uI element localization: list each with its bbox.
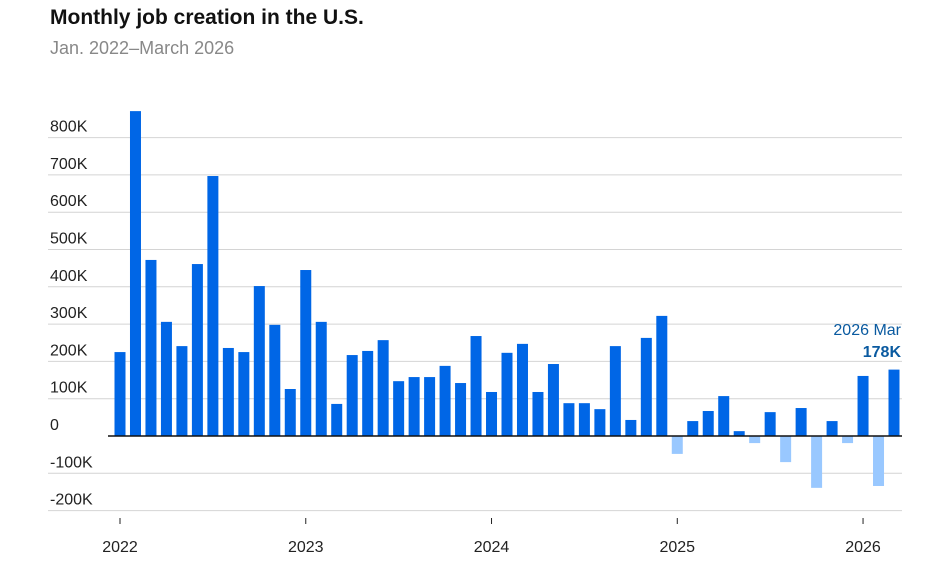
x-tick-label: 2022 — [102, 539, 138, 556]
bar — [331, 403, 343, 436]
x-tick-label: 2025 — [659, 539, 695, 556]
bar — [532, 391, 544, 436]
bar — [625, 419, 637, 436]
bar — [455, 383, 467, 436]
chart-title: Monthly job creation in the U.S. — [50, 6, 364, 29]
bar — [470, 336, 482, 436]
bar — [718, 396, 730, 436]
bar — [594, 409, 606, 436]
bar — [656, 315, 668, 436]
y-tick-label: 500K — [50, 231, 88, 248]
bar — [176, 346, 188, 436]
bar — [114, 352, 126, 436]
bar — [795, 408, 807, 436]
y-tick-label: 700K — [50, 156, 88, 173]
bar — [516, 343, 528, 436]
bar — [362, 350, 374, 436]
bar — [547, 364, 559, 436]
bar — [702, 411, 714, 436]
bar — [640, 337, 652, 436]
y-tick-label: 800K — [50, 119, 88, 136]
bar — [811, 436, 823, 488]
bar — [300, 270, 312, 436]
bar — [393, 381, 405, 436]
bar — [238, 352, 250, 436]
bar — [346, 355, 358, 436]
bar — [284, 389, 296, 436]
bar — [439, 365, 451, 436]
x-tick-label: 2023 — [288, 539, 324, 556]
bar — [377, 340, 389, 436]
y-tick-label: 200K — [50, 342, 88, 359]
bar — [269, 324, 281, 436]
bar — [687, 421, 699, 436]
bar — [609, 346, 621, 436]
y-tick-label: 100K — [50, 380, 88, 397]
bar — [145, 259, 157, 436]
bar — [764, 412, 776, 436]
annotation-value: 178K — [863, 344, 902, 361]
bar — [424, 377, 436, 436]
bar — [578, 403, 590, 436]
bar — [207, 176, 219, 437]
bar — [826, 421, 838, 436]
annotation-label: 2026 Mar — [833, 322, 901, 339]
y-tick-label: -100K — [50, 454, 93, 471]
y-tick-label: 600K — [50, 193, 88, 210]
bar — [873, 436, 885, 486]
y-tick-label: 400K — [50, 268, 88, 285]
y-tick-label: -200K — [50, 492, 93, 509]
x-tick-label: 2026 — [845, 539, 881, 556]
y-tick-label: 300K — [50, 305, 88, 322]
bar — [191, 264, 203, 436]
x-tick-label: 2024 — [474, 539, 510, 556]
bar — [780, 436, 792, 463]
bar — [671, 436, 683, 454]
bar — [563, 403, 575, 436]
bar — [733, 431, 745, 436]
bar — [315, 321, 327, 436]
chart-subtitle: Jan. 2022–March 2026 — [50, 38, 235, 58]
bar — [222, 347, 234, 436]
bar — [486, 391, 498, 436]
bar — [842, 436, 854, 444]
y-tick-label: 0 — [50, 417, 59, 434]
bar — [129, 111, 141, 436]
bar — [253, 286, 265, 436]
bar — [749, 436, 761, 444]
bar — [160, 321, 172, 436]
bar — [888, 369, 900, 436]
bar — [408, 377, 420, 436]
bar — [501, 352, 513, 436]
bar — [857, 375, 869, 436]
